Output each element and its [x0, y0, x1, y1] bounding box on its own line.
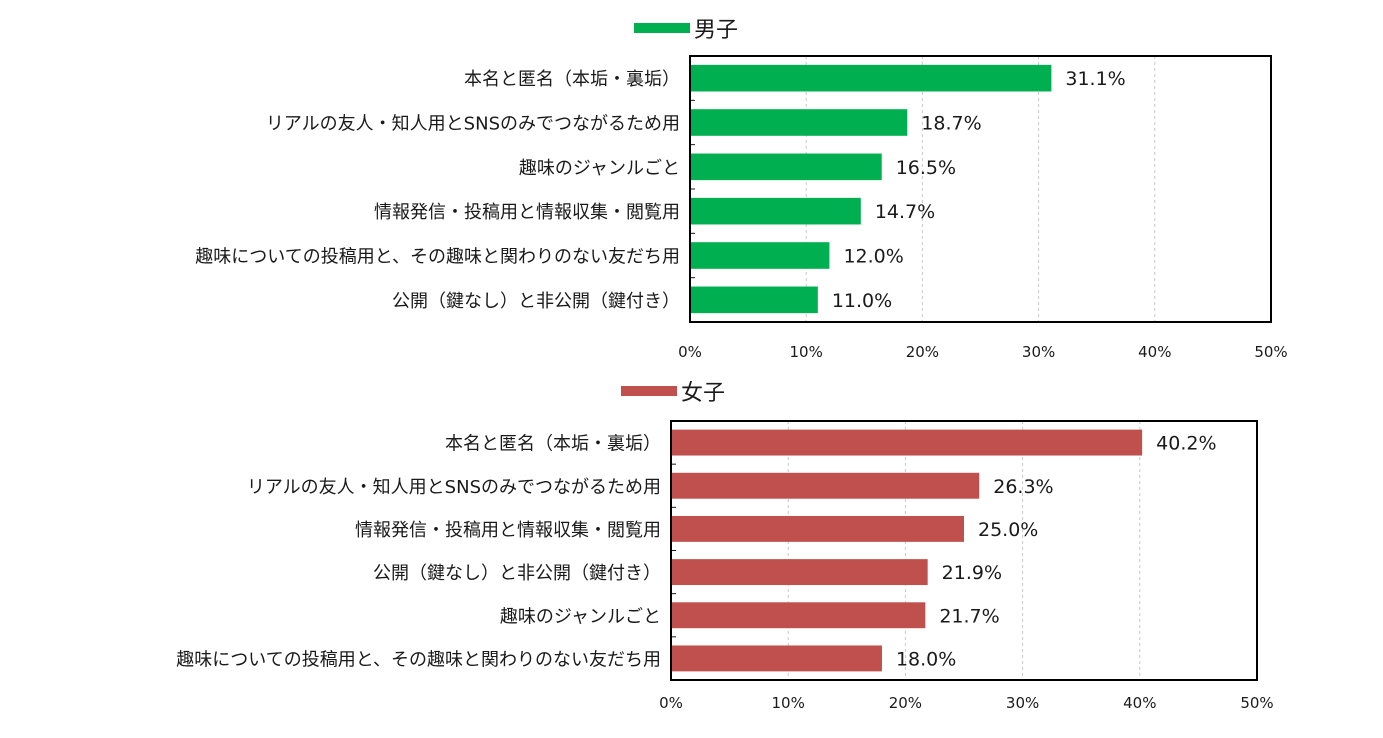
- value-label: 11.0%: [832, 290, 892, 312]
- value-label: 16.5%: [896, 157, 956, 179]
- legend: 男子: [634, 18, 738, 43]
- bar: [671, 645, 882, 672]
- legend-swatch: [621, 386, 677, 396]
- category-label: 趣味のジャンルごと: [519, 158, 680, 179]
- bar: [690, 242, 830, 269]
- x-tick-label: 10%: [772, 694, 805, 712]
- category-label: 情報発信・投稿用と情報収集・閲覧用: [374, 202, 680, 223]
- bar: [690, 286, 818, 314]
- x-tick-label: 20%: [889, 694, 922, 712]
- category-label: 本名と匿名（本垢・裏垢）: [445, 434, 661, 455]
- x-tick-label: 10%: [790, 343, 823, 361]
- category-label: 趣味についての投稿用と、その趣味と関わりのない友だち用: [176, 649, 661, 670]
- value-label: 26.3%: [993, 476, 1053, 498]
- value-label: 31.1%: [1065, 68, 1125, 90]
- category-label: リアルの友人・知人用とSNSのみでつながるため用: [266, 114, 680, 135]
- category-label: 趣味についての投稿用と、その趣味と関わりのない友だち用: [195, 247, 680, 268]
- bar: [671, 559, 928, 586]
- x-tick-label: 30%: [1022, 343, 1055, 361]
- bar: [671, 429, 1143, 456]
- legend-label: 男子: [694, 18, 738, 43]
- x-tick-label: 20%: [906, 343, 939, 361]
- bar: [671, 515, 964, 542]
- value-label: 21.9%: [942, 562, 1002, 584]
- category-label: 趣味のジャンルごと: [500, 606, 661, 627]
- bar: [671, 472, 980, 499]
- x-tick-label: 50%: [1254, 343, 1287, 361]
- category-label: 本名と匿名（本垢・裏垢）: [464, 69, 680, 90]
- chart-0: 男子 0% 10% 20% 30% 40% 50% 31.1% 本名と匿名（本垢・裏垢） 18.7…: [195, 18, 1287, 361]
- plot-frame: [689, 55, 1272, 323]
- value-label: 18.0%: [896, 648, 956, 670]
- x-tick-label: 0%: [678, 343, 702, 361]
- bar: [690, 64, 1052, 92]
- value-label: 25.0%: [978, 519, 1038, 541]
- value-label: 18.7%: [921, 113, 981, 135]
- x-tick-label: 30%: [1006, 694, 1039, 712]
- value-label: 12.0%: [843, 246, 903, 268]
- category-label: 公開（鍵なし）と非公開（鍵付き）: [373, 563, 661, 584]
- bar: [690, 197, 861, 225]
- category-label: 情報発信・投稿用と情報収集・閲覧用: [355, 520, 661, 541]
- value-label: 21.7%: [939, 605, 999, 627]
- plot-frame: [670, 420, 1258, 681]
- legend-label: 女子: [681, 381, 725, 406]
- category-label: 公開（鍵なし）と非公開（鍵付き）: [392, 291, 680, 312]
- x-tick-label: 40%: [1123, 694, 1156, 712]
- x-tick-label: 40%: [1138, 343, 1171, 361]
- legend: 女子: [621, 381, 725, 406]
- bar: [671, 602, 926, 629]
- legend-swatch: [634, 23, 690, 33]
- category-label: リアルの友人・知人用とSNSのみでつながるため用: [247, 477, 661, 498]
- bar: [690, 109, 908, 136]
- x-tick-label: 50%: [1240, 694, 1273, 712]
- bar: [690, 153, 882, 181]
- value-label: 40.2%: [1156, 433, 1216, 455]
- value-label: 14.7%: [875, 201, 935, 223]
- x-tick-label: 0%: [659, 694, 683, 712]
- chart-1: 女子 0% 10% 20% 30% 40% 50% 40.2% 本名と匿名（本垢・裏垢） 26.3…: [176, 381, 1273, 712]
